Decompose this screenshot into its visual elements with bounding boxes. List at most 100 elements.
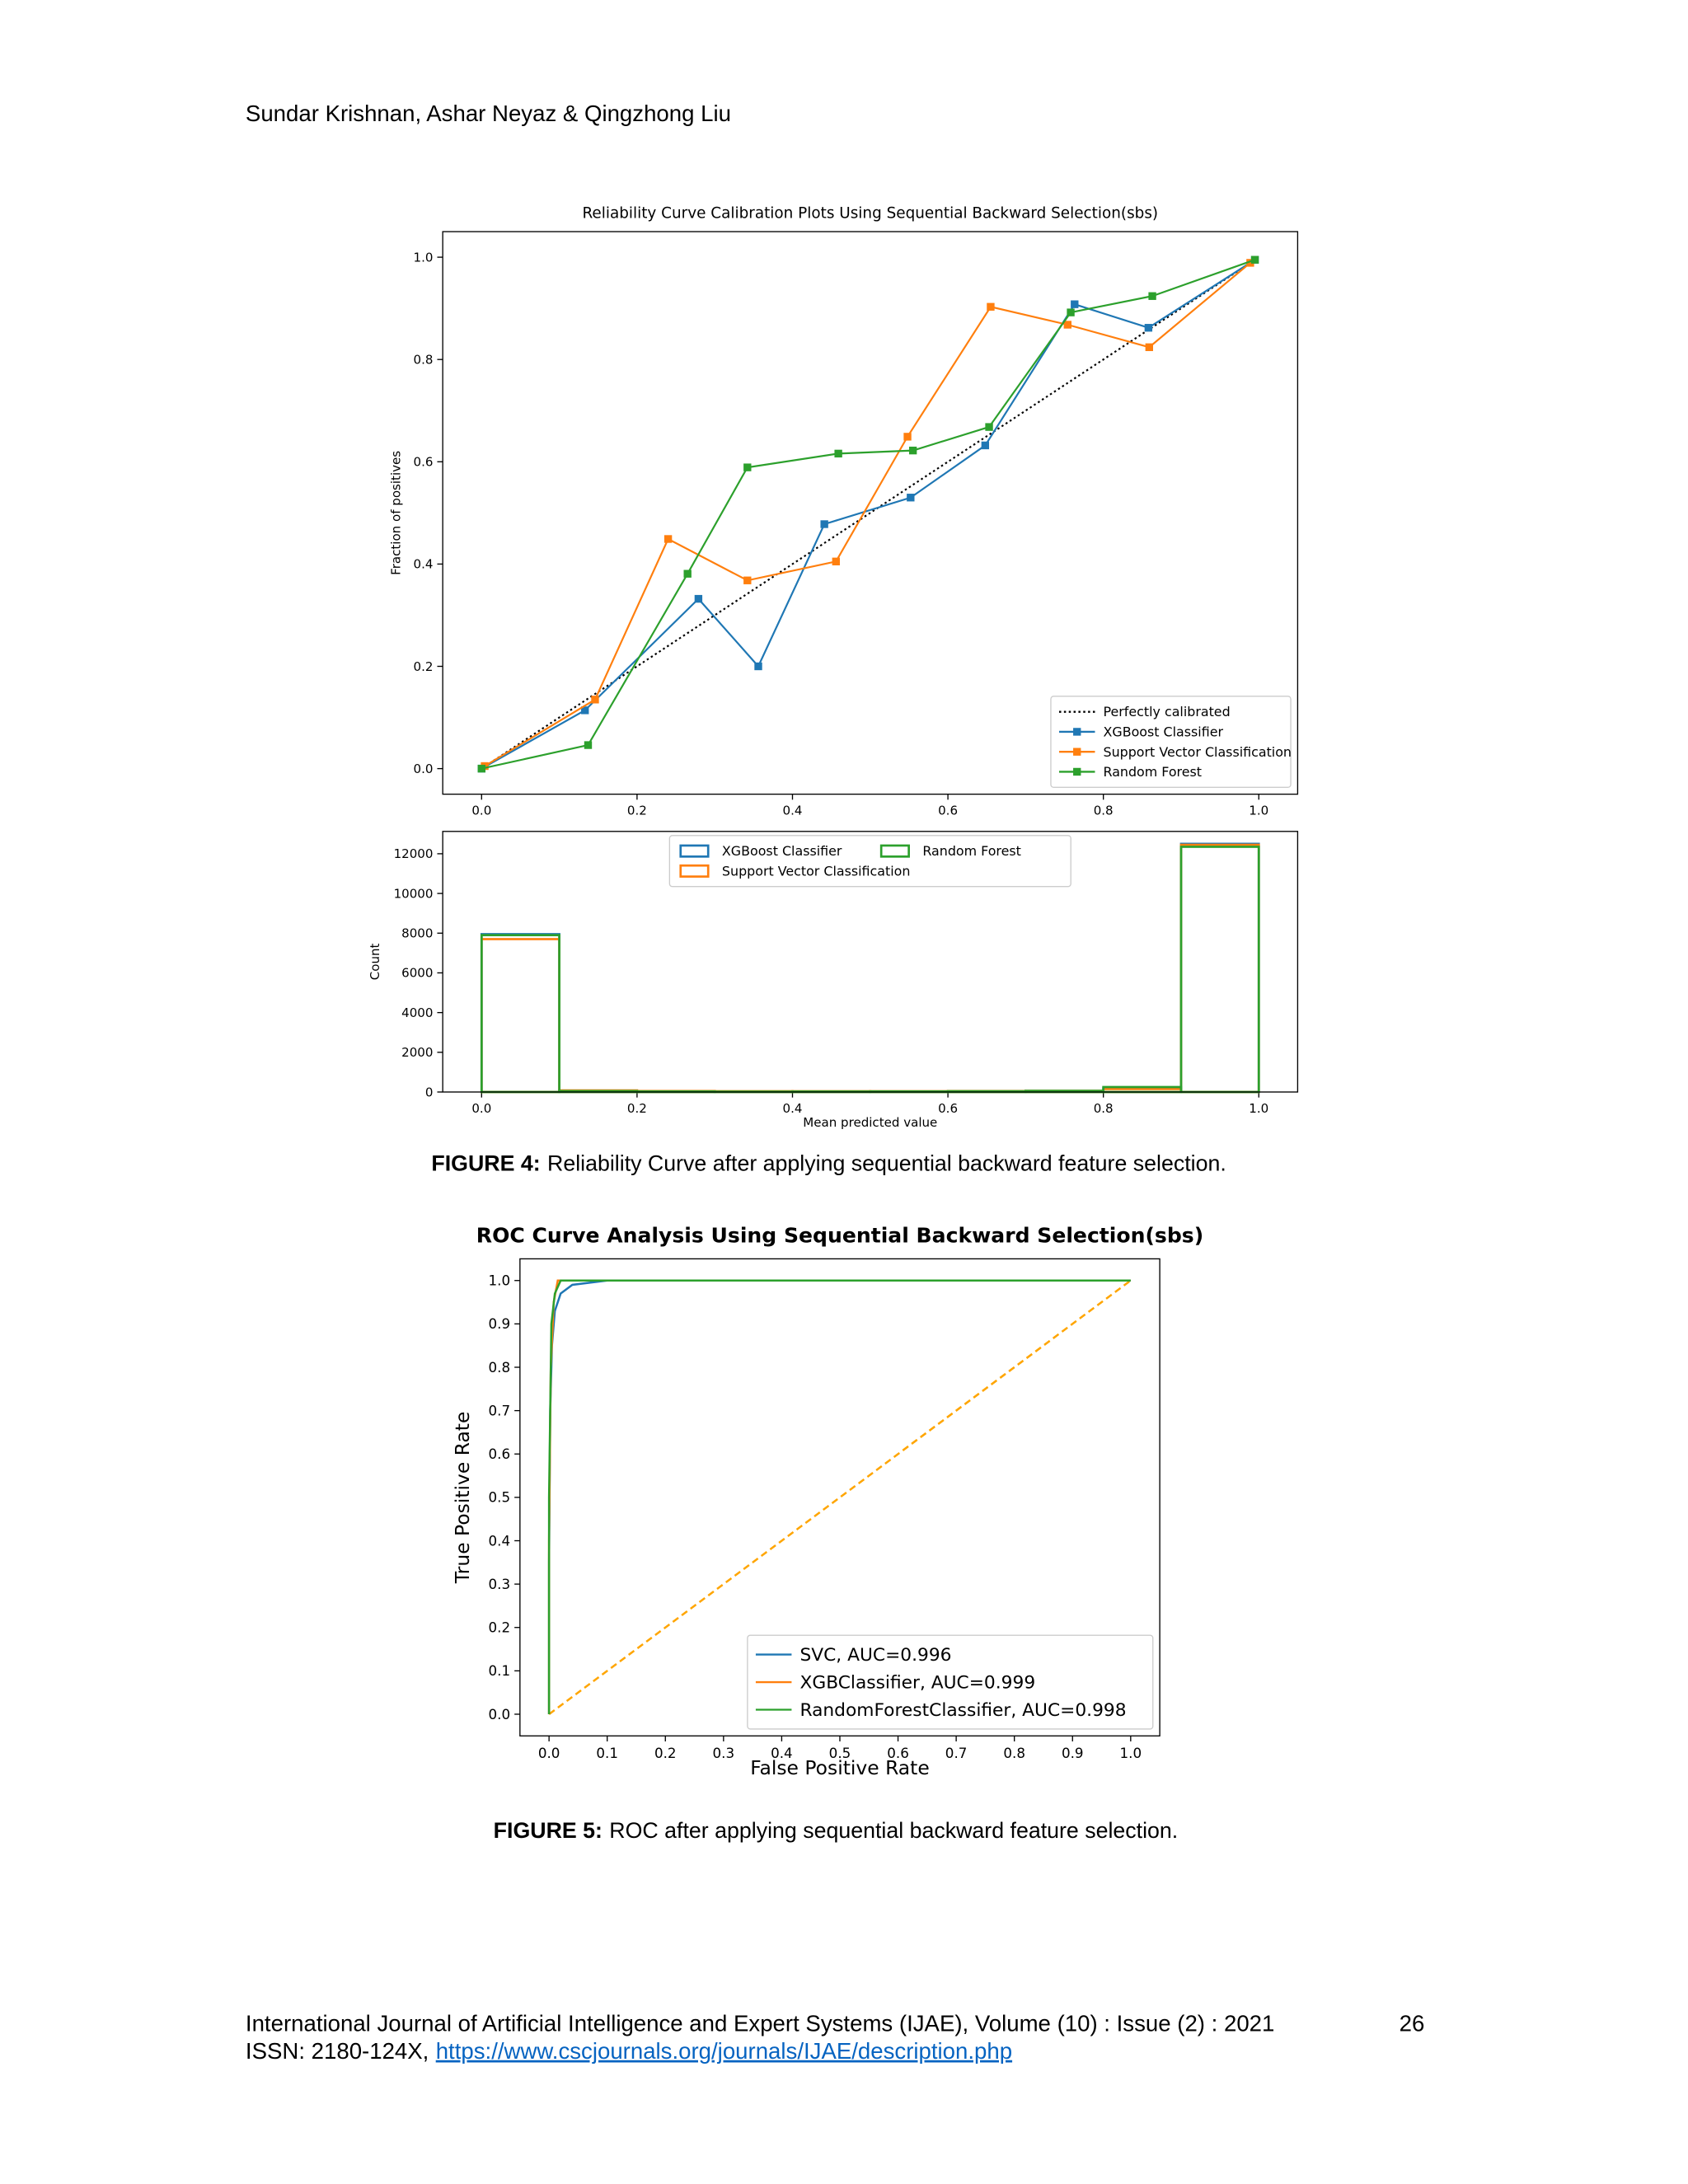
legend-box <box>668 835 1071 888</box>
series-marker <box>834 449 842 458</box>
series-marker <box>694 594 703 603</box>
series-marker <box>820 520 828 528</box>
series-line <box>481 259 1255 770</box>
x-tick-label: 0.8 <box>1003 1745 1025 1761</box>
legend-label: Random Forest <box>922 843 1021 859</box>
footer-journal: International Journal of Artificial Inte… <box>246 2010 1274 2036</box>
y-tick-label: 1.0 <box>414 250 434 265</box>
chart-title: Reliability Curve Calibration Plots Usin… <box>582 204 1158 222</box>
legend-box <box>747 1634 1154 1730</box>
plot-frame <box>442 231 1299 795</box>
series-marker <box>743 463 752 471</box>
legend-label: XGBClassifier, AUC=0.999 <box>799 1673 1035 1694</box>
y-tick-label: 0.4 <box>489 1532 511 1549</box>
series-marker <box>1145 343 1153 351</box>
series-marker <box>584 741 593 749</box>
chart: ROC Curve Analysis Using Sequential Back… <box>451 1223 1203 1779</box>
legend-label: Random Forest <box>1104 764 1203 780</box>
y-axis-label: Fraction of positives <box>388 451 403 575</box>
running-header: Sundar Krishnan, Ashar Neyaz & Qingzhong… <box>246 101 731 126</box>
x-axis-label: Mean predicted value <box>803 1115 937 1130</box>
series-marker <box>1246 259 1254 267</box>
figure-caption: FIGURE 4: Reliability Curve after applyin… <box>431 1151 1226 1175</box>
caption-label: FIGURE 5: <box>494 1818 603 1843</box>
y-tick-label: 0.9 <box>489 1315 511 1332</box>
y-tick-label: 0.8 <box>489 1359 511 1376</box>
legend-swatch <box>679 844 710 858</box>
y-tick-label: 0.2 <box>489 1619 511 1636</box>
y-tick-label: 0.0 <box>414 762 434 776</box>
y-tick-label: 0.4 <box>414 557 434 572</box>
chart: Mean predicted value Count 0.0 0.2 0.4 0.6 0.8… <box>368 831 1299 1130</box>
y-tick-label: 1.0 <box>489 1272 511 1289</box>
y-tick-label: 0.3 <box>489 1576 511 1592</box>
plot-frame <box>442 831 1299 1093</box>
legend-swatch <box>879 844 910 858</box>
legend-label: Support Vector Classification <box>722 863 910 879</box>
legend-label: RandomForestClassifier, AUC=0.998 <box>799 1700 1126 1721</box>
x-tick-label: 0.5 <box>829 1745 851 1761</box>
series-marker <box>1148 292 1156 300</box>
y-tick-label: 0.5 <box>489 1489 511 1506</box>
legend-label: Perfectly calibrated <box>1104 704 1231 719</box>
x-tick-label: 0.0 <box>538 1745 560 1761</box>
y-tick-label: 0.2 <box>414 659 434 674</box>
series-marker <box>591 696 599 704</box>
legend-box <box>1050 696 1292 788</box>
x-tick-label: 1.0 <box>1249 1101 1268 1116</box>
y-axis-label: Count <box>368 943 382 980</box>
x-tick-label: 0.3 <box>713 1745 735 1761</box>
x-axis-label: False Positive Rate <box>750 1756 930 1779</box>
y-tick-label: 8000 <box>401 926 433 941</box>
series-line <box>547 1279 1131 1714</box>
series-line <box>481 259 1256 770</box>
series-marker <box>907 494 915 502</box>
legend-marker <box>1073 728 1081 736</box>
y-tick-label: 0.7 <box>489 1402 511 1418</box>
journal-link[interactable]: https://www.cscjournals.org/journals/IJA… <box>436 2038 1012 2064</box>
chart: Reliability Curve Calibration Plots Usin… <box>388 204 1299 818</box>
x-tick-label: 0.0 <box>471 1101 491 1116</box>
x-tick-label: 0.1 <box>596 1745 618 1761</box>
x-tick-label: 0.7 <box>945 1745 968 1761</box>
x-tick-label: 0.6 <box>938 804 958 818</box>
series-marker <box>477 764 485 773</box>
page-number: 26 <box>1400 2010 1425 2036</box>
series-line <box>484 262 1251 767</box>
series-marker <box>987 302 995 311</box>
x-tick-label: 0.2 <box>654 1745 677 1761</box>
legend-marker <box>1073 767 1081 776</box>
series-marker <box>1067 308 1075 316</box>
series-marker <box>1144 324 1153 332</box>
x-tick-label: 0.4 <box>771 1745 793 1761</box>
series-marker <box>683 569 692 578</box>
x-tick-label: 0.2 <box>627 804 647 818</box>
y-tick-label: 12000 <box>394 846 434 861</box>
y-tick-label: 0 <box>425 1085 434 1099</box>
legend-label: XGBoost Classifier <box>722 843 842 859</box>
x-tick-label: 0.6 <box>887 1745 909 1761</box>
y-tick-label: 4000 <box>401 1005 433 1020</box>
y-tick-label: 0.0 <box>489 1706 511 1722</box>
footer-issn: ISSN: 2180-124X, https://www.cscjournals.… <box>246 2038 1012 2064</box>
series-marker <box>985 423 993 431</box>
figure-caption: FIGURE 5: ROC after applying sequential b… <box>494 1818 1179 1843</box>
series-marker <box>1063 321 1071 329</box>
plot-frame <box>519 1258 1160 1736</box>
y-tick-label: 0.6 <box>414 455 434 470</box>
legend-label: XGBoost Classifier <box>1104 724 1224 739</box>
x-tick-label: 0.4 <box>783 804 803 818</box>
x-tick-label: 1.0 <box>1120 1745 1142 1761</box>
x-tick-label: 0.2 <box>627 1101 647 1116</box>
x-tick-label: 0.8 <box>1094 804 1114 818</box>
y-tick-label: 0.1 <box>489 1662 511 1679</box>
x-tick-label: 0.6 <box>938 1101 958 1116</box>
series-marker <box>663 535 673 543</box>
y-tick-label: 2000 <box>401 1045 433 1060</box>
legend-marker <box>1073 748 1081 756</box>
series-marker <box>1071 300 1079 308</box>
caption-label: FIGURE 4: <box>431 1151 540 1175</box>
legend-label: Support Vector Classification <box>1104 744 1292 760</box>
x-tick-label: 1.0 <box>1249 804 1268 818</box>
